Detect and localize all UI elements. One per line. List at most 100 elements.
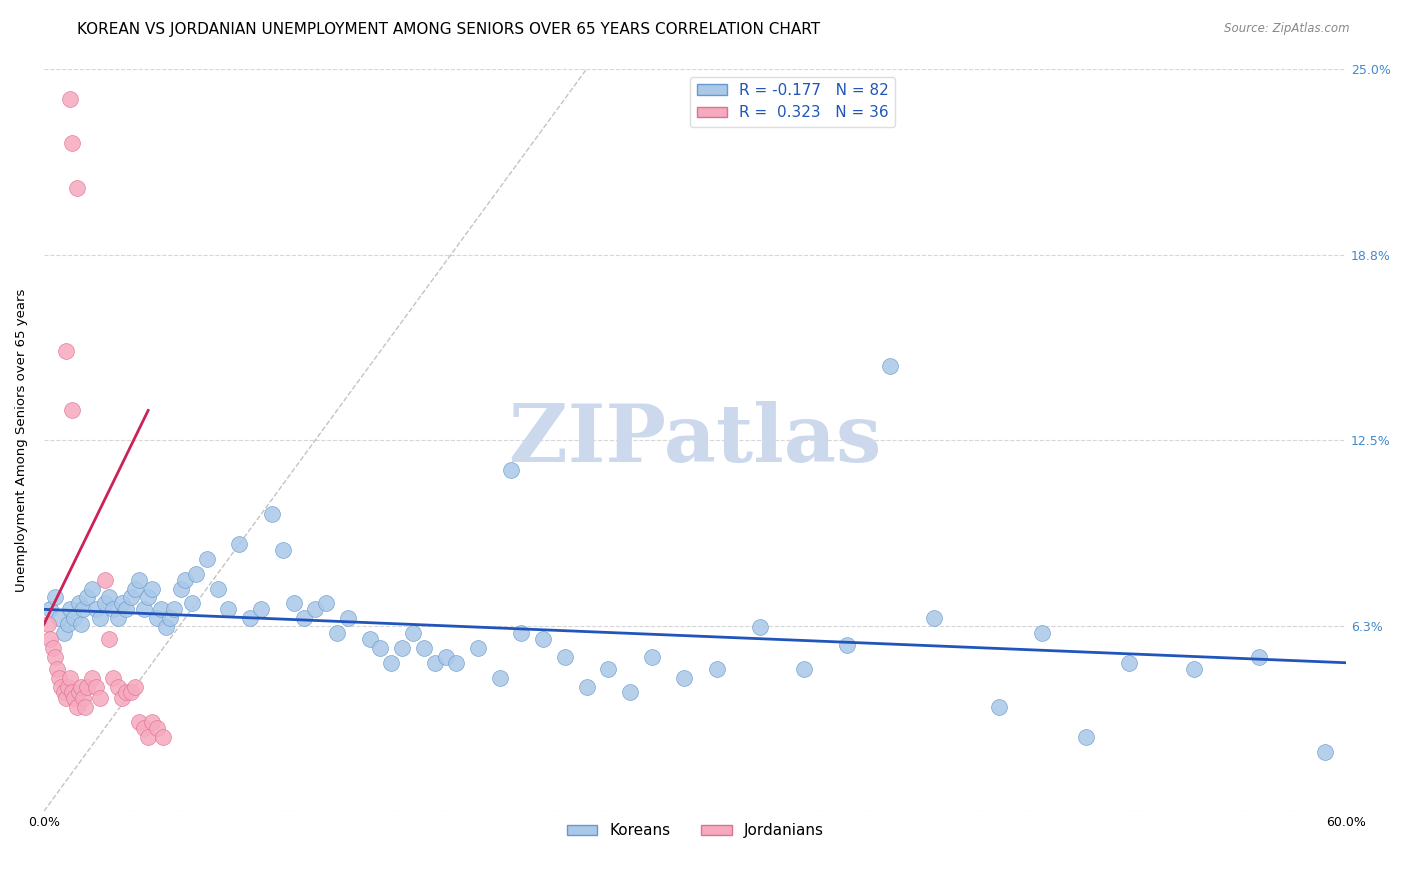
Point bbox=[63, 611, 86, 625]
Point bbox=[39, 602, 62, 616]
Point bbox=[163, 602, 186, 616]
Point bbox=[141, 582, 163, 596]
Point bbox=[52, 685, 75, 699]
Point bbox=[402, 626, 425, 640]
Point bbox=[124, 680, 146, 694]
Point bbox=[1313, 745, 1336, 759]
Point bbox=[59, 671, 82, 685]
Point bbox=[72, 691, 94, 706]
Point bbox=[412, 640, 434, 655]
Point bbox=[48, 671, 70, 685]
Point bbox=[423, 656, 446, 670]
Point bbox=[228, 537, 250, 551]
Point bbox=[115, 602, 138, 616]
Point bbox=[132, 721, 155, 735]
Point bbox=[749, 620, 772, 634]
Point bbox=[554, 649, 576, 664]
Point bbox=[41, 640, 63, 655]
Point bbox=[55, 691, 77, 706]
Point bbox=[380, 656, 402, 670]
Point bbox=[922, 611, 945, 625]
Point bbox=[260, 508, 283, 522]
Point bbox=[575, 680, 598, 694]
Point bbox=[56, 617, 79, 632]
Point bbox=[988, 700, 1011, 714]
Point bbox=[80, 671, 103, 685]
Point bbox=[132, 602, 155, 616]
Point bbox=[467, 640, 489, 655]
Point bbox=[510, 626, 533, 640]
Point bbox=[111, 596, 134, 610]
Point bbox=[159, 611, 181, 625]
Point bbox=[146, 721, 169, 735]
Point bbox=[120, 685, 142, 699]
Point bbox=[39, 632, 62, 646]
Point bbox=[115, 685, 138, 699]
Y-axis label: Unemployment Among Seniors over 65 years: Unemployment Among Seniors over 65 years bbox=[15, 288, 28, 591]
Point bbox=[170, 582, 193, 596]
Text: Source: ZipAtlas.com: Source: ZipAtlas.com bbox=[1225, 22, 1350, 36]
Point bbox=[124, 582, 146, 596]
Point bbox=[103, 602, 125, 616]
Point bbox=[141, 715, 163, 730]
Point bbox=[146, 611, 169, 625]
Point bbox=[793, 662, 815, 676]
Point bbox=[835, 638, 858, 652]
Point bbox=[46, 662, 69, 676]
Point bbox=[48, 611, 70, 625]
Text: KOREAN VS JORDANIAN UNEMPLOYMENT AMONG SENIORS OVER 65 YEARS CORRELATION CHART: KOREAN VS JORDANIAN UNEMPLOYMENT AMONG S… bbox=[77, 22, 821, 37]
Point bbox=[1182, 662, 1205, 676]
Point bbox=[59, 602, 82, 616]
Point bbox=[488, 671, 510, 685]
Point bbox=[152, 730, 174, 744]
Point bbox=[1118, 656, 1140, 670]
Point bbox=[434, 649, 457, 664]
Point bbox=[136, 730, 159, 744]
Point bbox=[72, 602, 94, 616]
Point bbox=[107, 680, 129, 694]
Point bbox=[283, 596, 305, 610]
Point bbox=[55, 344, 77, 359]
Point bbox=[84, 602, 107, 616]
Point bbox=[180, 596, 202, 610]
Point bbox=[207, 582, 229, 596]
Point bbox=[1074, 730, 1097, 744]
Point bbox=[271, 543, 294, 558]
Point bbox=[1249, 649, 1271, 664]
Text: ZIPatlas: ZIPatlas bbox=[509, 401, 882, 479]
Point bbox=[89, 611, 111, 625]
Point bbox=[80, 582, 103, 596]
Point bbox=[65, 181, 87, 195]
Point bbox=[51, 680, 73, 694]
Point bbox=[107, 611, 129, 625]
Point bbox=[294, 611, 316, 625]
Point bbox=[76, 680, 98, 694]
Point bbox=[315, 596, 337, 610]
Point bbox=[304, 602, 326, 616]
Point bbox=[98, 632, 121, 646]
Point bbox=[67, 685, 90, 699]
Point bbox=[44, 649, 66, 664]
Point bbox=[136, 591, 159, 605]
Point bbox=[706, 662, 728, 676]
Point bbox=[103, 671, 125, 685]
Point bbox=[70, 617, 93, 632]
Point bbox=[76, 591, 98, 605]
Point bbox=[60, 403, 83, 417]
Point bbox=[65, 700, 87, 714]
Point bbox=[98, 591, 121, 605]
Point bbox=[619, 685, 641, 699]
Point bbox=[93, 596, 115, 610]
Point bbox=[67, 596, 90, 610]
Point bbox=[150, 602, 173, 616]
Point bbox=[44, 591, 66, 605]
Point bbox=[370, 640, 392, 655]
Point bbox=[326, 626, 349, 640]
Point bbox=[60, 136, 83, 151]
Point bbox=[128, 715, 150, 730]
Point bbox=[120, 591, 142, 605]
Point bbox=[155, 620, 177, 634]
Point bbox=[195, 552, 218, 566]
Point bbox=[641, 649, 664, 664]
Point bbox=[59, 92, 82, 106]
